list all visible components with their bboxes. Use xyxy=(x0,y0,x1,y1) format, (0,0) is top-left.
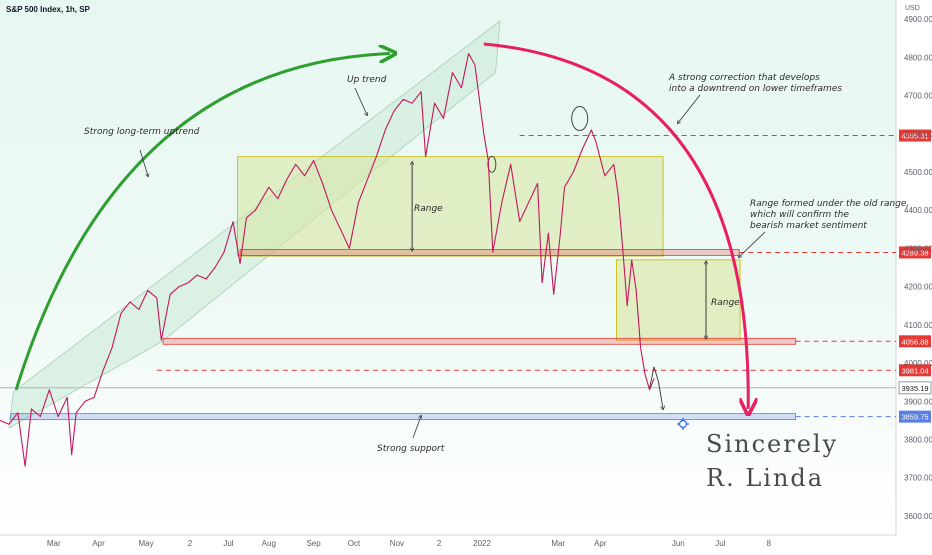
level-price-label: 3935.19 xyxy=(901,384,928,393)
y-tick-label: 3900.00 xyxy=(904,397,932,406)
y-tick-label: 4500.00 xyxy=(904,168,932,177)
level-price-label: 4056.88 xyxy=(901,337,928,346)
pointer-up-trend xyxy=(354,87,367,115)
level-price-tag xyxy=(899,129,931,142)
uptrend-arrow xyxy=(14,54,390,391)
x-tick-label: Jul xyxy=(715,539,725,548)
retest-marker-circle xyxy=(487,155,497,173)
support-band xyxy=(10,413,797,421)
projection-arrow xyxy=(649,366,663,409)
grid-lines xyxy=(0,0,897,536)
range-formed-annotation-line2: which will confirm the xyxy=(750,210,849,220)
x-tick-label: 2 xyxy=(188,539,193,548)
y-tick-label: 4700.00 xyxy=(904,92,932,101)
top-marker-circle xyxy=(571,106,589,131)
x-tick-label: Mar xyxy=(551,539,565,548)
signature-line2: R. Linda xyxy=(706,464,824,492)
level-price-tag xyxy=(899,335,931,348)
x-tick-label: 2022 xyxy=(473,539,491,548)
signature-line1: Sincerely xyxy=(706,430,838,458)
y-tick-label: 4900.00 xyxy=(904,15,932,24)
annotation-arrows xyxy=(14,42,766,439)
y-tick-label: 4400.00 xyxy=(904,206,932,215)
level-price-tag xyxy=(899,410,931,423)
pointer-range-formed xyxy=(739,231,766,257)
y-tick-label: 4300.00 xyxy=(904,244,932,253)
x-tick-label: Mar xyxy=(47,539,61,548)
x-tick-label: Apr xyxy=(594,539,607,548)
x-tick-label: Sep xyxy=(306,539,321,548)
support-annotation: Strong support xyxy=(377,444,445,454)
range1-annotation: Range xyxy=(414,204,443,214)
currency-label: USD xyxy=(905,5,920,12)
x-tick-label: Apr xyxy=(92,539,105,548)
x-tick-label: Oct xyxy=(348,539,361,548)
range-box-1 xyxy=(237,156,664,257)
x-tick-label: 8 xyxy=(767,539,772,548)
level-price-tag xyxy=(899,246,931,259)
y-tick-label: 4800.00 xyxy=(904,53,932,62)
level-band-4289 xyxy=(239,249,740,256)
level-price-tag xyxy=(899,364,931,377)
y-axis[interactable]: 3600.00 3700.00 3800.00 3900.00 4000.00 4100.… xyxy=(904,15,932,521)
range2-annotation: Range xyxy=(711,298,740,308)
y-tick-label: 4600.00 xyxy=(904,130,932,139)
y-tick-label: 3600.00 xyxy=(904,512,932,521)
pointer-support xyxy=(412,416,421,439)
pointer-uptrend xyxy=(139,149,148,176)
x-tick-label: May xyxy=(138,539,153,548)
level-price-tag xyxy=(898,381,932,395)
y-tick-label: 4000.00 xyxy=(904,359,932,368)
y-tick-label: 3700.00 xyxy=(904,474,932,483)
chart-decorations xyxy=(8,20,741,429)
x-tick-label: Jul xyxy=(223,539,233,548)
chart-title: S&P 500 Index, 1h, SP xyxy=(6,5,91,14)
up-trend-annotation: Up trend xyxy=(347,75,387,85)
price-levels: 4595.31 4289.38 4056.88 3981.04 3935.19 3859.… xyxy=(0,129,932,423)
pointer-correction xyxy=(678,94,701,123)
level-price-label: 3981.04 xyxy=(901,366,928,375)
correction-annotation-line1: A strong correction that develops xyxy=(668,73,820,83)
y-tick-label: 3800.00 xyxy=(904,435,932,444)
level-price-label: 4595.31 xyxy=(901,132,928,141)
level-price-label: 3859.75 xyxy=(901,413,928,422)
x-axis[interactable]: Mar Apr May 2 Jul Aug Sep Oct Nov 2 2022 Mar Apr Jun J… xyxy=(47,539,772,548)
x-tick-label: Nov xyxy=(390,539,404,548)
y-tick-label: 4100.00 xyxy=(904,321,932,330)
crosshair-icon[interactable] xyxy=(677,418,689,430)
correction-annotation-line2: into a downtrend on lower timeframes xyxy=(669,84,842,94)
x-tick-label: 2 xyxy=(437,539,442,548)
y-tick-label: 4200.00 xyxy=(904,283,932,292)
x-tick-label: Jun xyxy=(672,539,685,548)
x-tick-label: Aug xyxy=(262,539,276,548)
price-series xyxy=(0,52,655,467)
range-formed-annotation-line1: Range formed under the old range, xyxy=(750,199,909,209)
level-price-label: 4289.38 xyxy=(901,248,928,257)
range-formed-annotation-line3: bearish market sentiment xyxy=(750,221,867,231)
price-line xyxy=(0,52,655,467)
correction-arrow xyxy=(483,42,748,409)
uptrend-annotation: Strong long-term uptrend xyxy=(84,127,200,137)
level-band-4056 xyxy=(162,337,797,345)
